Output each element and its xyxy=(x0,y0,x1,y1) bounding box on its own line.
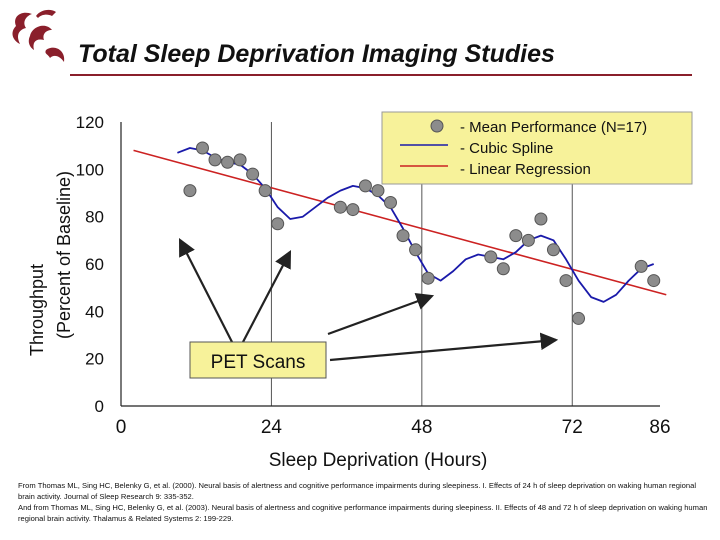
chart-series xyxy=(133,141,667,325)
legend-marker-0 xyxy=(430,119,444,133)
x-tick-label-0: 0 xyxy=(116,417,127,438)
arrow-to-hour-72 xyxy=(329,332,559,362)
arrow-to-hour-11 xyxy=(179,238,233,343)
x-tick-label-72: 72 xyxy=(562,417,583,438)
y-tick-label-80: 80 xyxy=(85,208,104,227)
data-point-25 xyxy=(647,274,661,288)
y-tick-label-0: 0 xyxy=(95,397,104,416)
arrow-to-hour-24 xyxy=(242,250,292,343)
y-axis-label-line1: Throughput xyxy=(27,264,47,356)
data-point-22 xyxy=(559,274,573,288)
data-point-9 xyxy=(346,203,360,217)
data-point-21 xyxy=(546,243,560,257)
arrow-to-hour-48 xyxy=(327,293,435,336)
data-point-20 xyxy=(534,212,548,226)
wsu-cougar-logo xyxy=(12,9,65,62)
citation-line-1: From Thomas ML, Sing HC, Belenky G, et a… xyxy=(18,481,697,501)
y-tick-label-120: 120 xyxy=(76,113,104,132)
data-point-6 xyxy=(258,184,272,198)
data-point-4 xyxy=(233,153,247,167)
legend-label-1: - Cubic Spline xyxy=(460,140,553,157)
data-point-11 xyxy=(371,184,385,198)
data-point-5 xyxy=(246,167,260,181)
pet-scans-label: PET Scans xyxy=(211,352,306,373)
slide-title: Total Sleep Deprivation Imaging Studies xyxy=(78,40,555,68)
data-point-8 xyxy=(333,200,347,214)
data-point-2 xyxy=(208,153,222,167)
y-tick-label-40: 40 xyxy=(85,302,104,321)
data-point-24 xyxy=(634,259,648,273)
data-point-7 xyxy=(271,217,285,231)
y-tick-label-60: 60 xyxy=(85,255,104,274)
data-point-19 xyxy=(521,233,535,247)
citation: From Thomas ML, Sing HC, Belenky G, et a… xyxy=(18,480,708,524)
chart-axes xyxy=(120,122,660,407)
legend-label-2: - Linear Regression xyxy=(460,161,591,178)
chart-annotation: PET Scans xyxy=(179,238,559,379)
data-point-16 xyxy=(484,250,498,264)
data-point-12 xyxy=(384,195,397,209)
data-point-3 xyxy=(221,155,235,169)
data-point-0 xyxy=(183,184,197,198)
legend-label-0: - Mean Performance (N=17) xyxy=(460,119,647,136)
data-point-23 xyxy=(572,311,586,325)
x-tick-label-86: 86 xyxy=(649,417,670,438)
y-axis-label-line2: (Percent of Baseline) xyxy=(54,171,74,339)
x-axis-label: Sleep Deprivation (Hours) xyxy=(269,450,488,471)
title-rule xyxy=(70,74,692,76)
data-point-18 xyxy=(509,229,523,243)
citation-line-2: And from Thomas ML, Sing HC, Belenky G, … xyxy=(18,503,708,523)
y-tick-label-20: 20 xyxy=(85,350,104,369)
data-point-17 xyxy=(496,262,510,276)
data-point-13 xyxy=(396,229,410,243)
chart: 0 20 40 60 80 100 120 0 24 48 72 86 - Mean Performa… xyxy=(27,111,693,471)
x-tick-label-48: 48 xyxy=(411,417,432,438)
pet-scans-box xyxy=(189,341,327,379)
chart-legend: - Mean Performance (N=17) - Cubic Spline -… xyxy=(381,111,693,185)
chart-ticks: 0 20 40 60 80 100 120 0 24 48 72 86 xyxy=(76,113,671,438)
data-point-10 xyxy=(358,179,372,193)
x-tick-label-24: 24 xyxy=(261,417,283,438)
data-point-15 xyxy=(421,271,435,285)
data-point-1 xyxy=(195,141,209,155)
data-point-14 xyxy=(409,243,423,257)
y-tick-label-100: 100 xyxy=(76,160,104,179)
